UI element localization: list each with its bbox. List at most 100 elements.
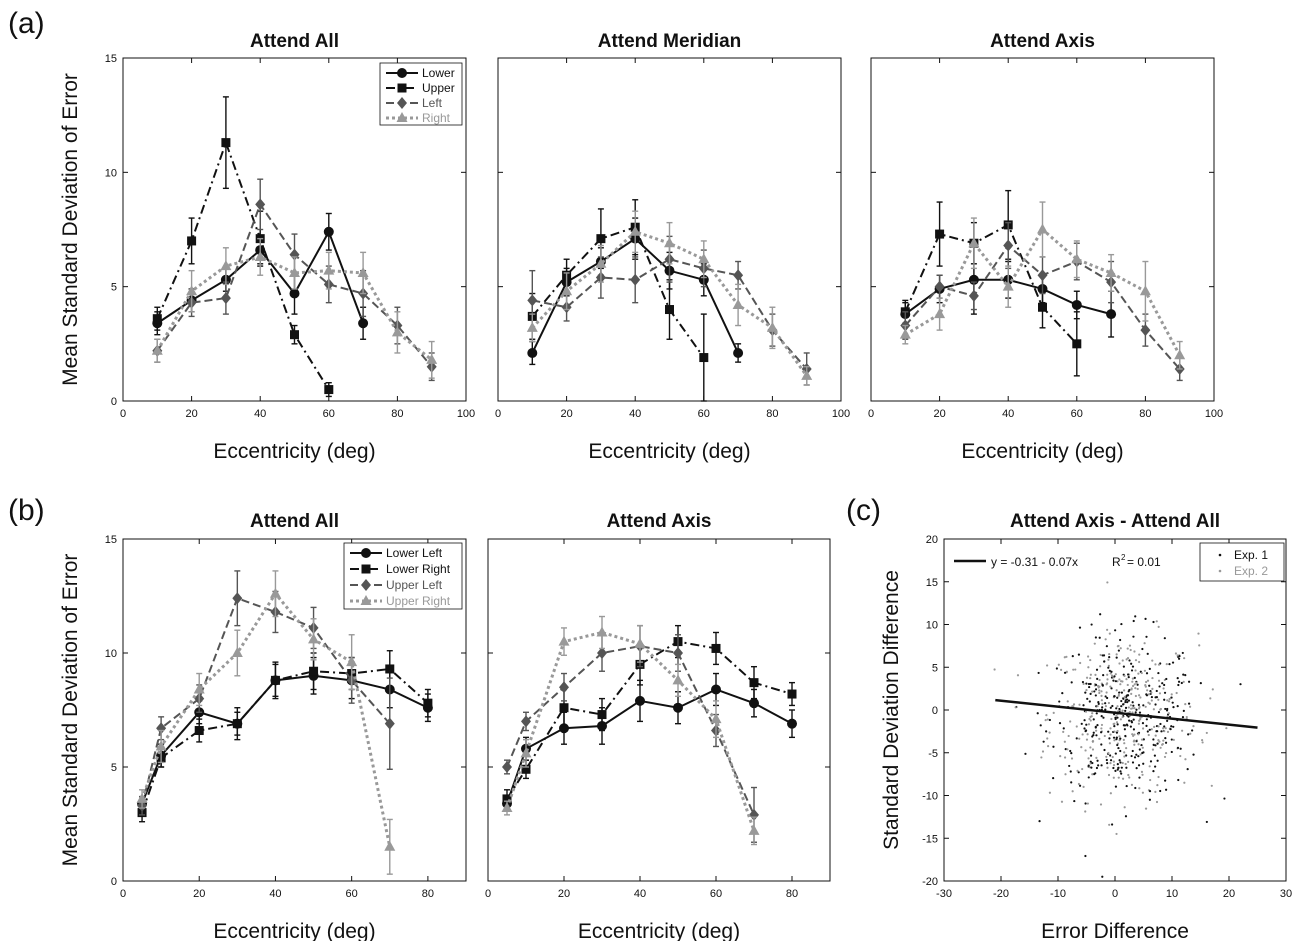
- y-tick-label: 5: [111, 282, 117, 294]
- scatter-point: [1169, 728, 1171, 730]
- data-point: [749, 825, 760, 835]
- scatter-point: [1102, 674, 1104, 676]
- scatter-point: [1084, 749, 1086, 751]
- scatter-point: [1094, 772, 1096, 774]
- scatter-point: [1040, 724, 1042, 726]
- y-tick-label: 10: [105, 648, 117, 660]
- scatter-point: [1103, 654, 1105, 656]
- scatter-point: [1157, 699, 1159, 701]
- scatter-point: [1100, 803, 1102, 805]
- scatter-point: [1085, 724, 1087, 726]
- legend-point: [362, 565, 371, 574]
- scatter-point: [1116, 730, 1118, 732]
- legend-label: Exp. 2: [1234, 564, 1268, 578]
- scatter-point: [1175, 652, 1177, 654]
- scatter-point: [1138, 777, 1140, 779]
- scatter-point: [1141, 771, 1143, 773]
- x-axis-label: Eccentricity (deg): [588, 440, 750, 463]
- scatter-point: [1047, 745, 1049, 747]
- regression-line: [995, 700, 1257, 728]
- r-squared-superscript: 2: [1121, 553, 1126, 562]
- scatter-point: [1089, 659, 1091, 661]
- scatter-point: [1049, 719, 1051, 721]
- scatter-point: [1095, 636, 1097, 638]
- series-lower-right: [138, 651, 433, 822]
- scatter-point: [1156, 784, 1158, 786]
- data-point: [969, 290, 979, 302]
- scatter-point: [1103, 660, 1105, 662]
- series-line: [142, 676, 428, 804]
- series-1: [901, 191, 1082, 376]
- scatter-point: [1135, 754, 1137, 756]
- x-tick-label: 100: [1205, 408, 1223, 420]
- scatter-point: [1092, 748, 1094, 750]
- x-tick-label: 80: [391, 408, 403, 420]
- scatter-point: [1070, 770, 1072, 772]
- scatter-point: [1098, 703, 1100, 705]
- scatter-point: [1091, 691, 1093, 693]
- scatter-point: [1165, 727, 1167, 729]
- scatter-point: [1080, 746, 1082, 748]
- scatter-point: [1110, 718, 1112, 720]
- scatter-point: [1182, 674, 1184, 676]
- scatter-point: [1099, 613, 1101, 615]
- scatter-point: [1088, 765, 1090, 767]
- scatter-point: [1145, 725, 1147, 727]
- scatter-point: [1079, 627, 1081, 629]
- y-tick-label: -5: [928, 748, 938, 760]
- data-point: [1071, 253, 1082, 263]
- scatter-point: [1142, 792, 1144, 794]
- scatter-point: [1187, 733, 1189, 735]
- scatter-point: [1166, 699, 1168, 701]
- scatter-point: [1093, 732, 1095, 734]
- scatter-point: [1127, 716, 1129, 718]
- scatter-point: [1068, 765, 1070, 767]
- scatter-point: [1085, 689, 1087, 691]
- scatter-point: [1106, 762, 1108, 764]
- scatter-point: [1118, 735, 1120, 737]
- x-tick-label: 40: [634, 888, 646, 900]
- scatter-point: [1086, 698, 1088, 700]
- scatter-point: [1137, 733, 1139, 735]
- scatter-point: [1142, 747, 1144, 749]
- scatter-point: [1158, 711, 1160, 713]
- x-tick-label: 0: [485, 888, 491, 900]
- scatter-point: [1158, 680, 1160, 682]
- scatter-point: [1048, 732, 1050, 734]
- scatter-point: [1078, 783, 1080, 785]
- scatter-point: [1141, 739, 1143, 741]
- scatter-point: [1061, 692, 1063, 694]
- data-point: [900, 329, 911, 339]
- x-tick-label: 20: [558, 888, 570, 900]
- scatter-point: [1111, 675, 1113, 677]
- scatter-point: [1113, 695, 1115, 697]
- data-point: [358, 267, 369, 277]
- scatter-point: [1053, 712, 1055, 714]
- scatter-point: [1117, 763, 1119, 765]
- data-point: [699, 353, 708, 362]
- data-point: [232, 592, 242, 604]
- data-point: [711, 684, 721, 694]
- scatter-point: [1148, 685, 1150, 687]
- scatter-point: [1107, 659, 1109, 661]
- scatter-point: [1192, 725, 1194, 727]
- x-tick-label: 100: [832, 408, 850, 420]
- scatter-point: [1137, 755, 1139, 757]
- scatter-point: [1166, 720, 1168, 722]
- chart-title: Attend Axis: [990, 31, 1095, 52]
- scatter-point: [1122, 778, 1124, 780]
- scatter-point: [1040, 756, 1042, 758]
- data-point: [1037, 224, 1048, 234]
- series-3: [502, 617, 760, 845]
- scatter-point: [1125, 747, 1127, 749]
- scatter-point: [1153, 726, 1155, 728]
- scatter-point: [1056, 667, 1058, 669]
- scatter-point: [1159, 723, 1161, 725]
- scatter-point: [1101, 703, 1103, 705]
- x-tick-label: 40: [269, 888, 281, 900]
- scatter-point: [1091, 712, 1093, 714]
- scatter-point: [1212, 688, 1214, 690]
- scatter-point: [1134, 669, 1136, 671]
- scatter-point: [1120, 718, 1122, 720]
- scatter-point: [1100, 743, 1102, 745]
